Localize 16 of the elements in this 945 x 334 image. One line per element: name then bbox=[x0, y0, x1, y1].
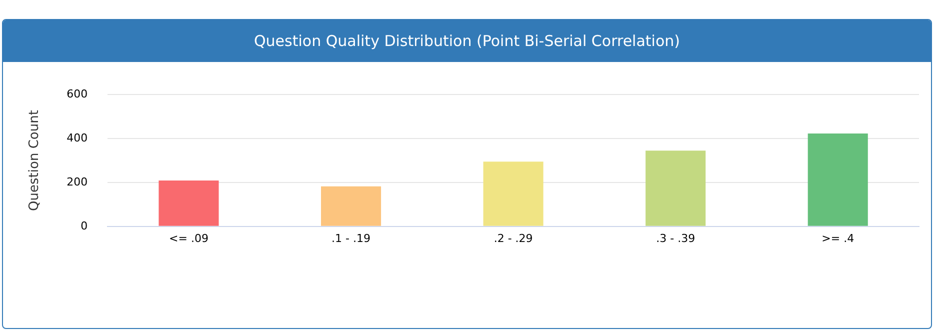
bar bbox=[808, 133, 868, 226]
x-tick-label: <= .09 bbox=[169, 232, 208, 245]
chart-title: Question Quality Distribution (Point Bi-Serial Correlation) bbox=[3, 20, 931, 62]
x-tick-label: .2 - .29 bbox=[494, 232, 533, 245]
y-tick-label: 200 bbox=[66, 175, 88, 188]
x-tick-label: .1 - .19 bbox=[332, 232, 370, 245]
y-tick-label: 600 bbox=[66, 87, 88, 100]
bar bbox=[158, 180, 219, 226]
y-tick-label: 400 bbox=[66, 131, 88, 144]
x-tick-label: >= .4 bbox=[822, 232, 854, 245]
y-tick-label: 0 bbox=[80, 219, 88, 232]
bar bbox=[646, 150, 706, 226]
bar bbox=[483, 162, 544, 226]
y-axis-title: Question Count bbox=[27, 110, 42, 211]
x-tick-label: .3 - .39 bbox=[656, 232, 696, 245]
bar bbox=[320, 186, 382, 226]
